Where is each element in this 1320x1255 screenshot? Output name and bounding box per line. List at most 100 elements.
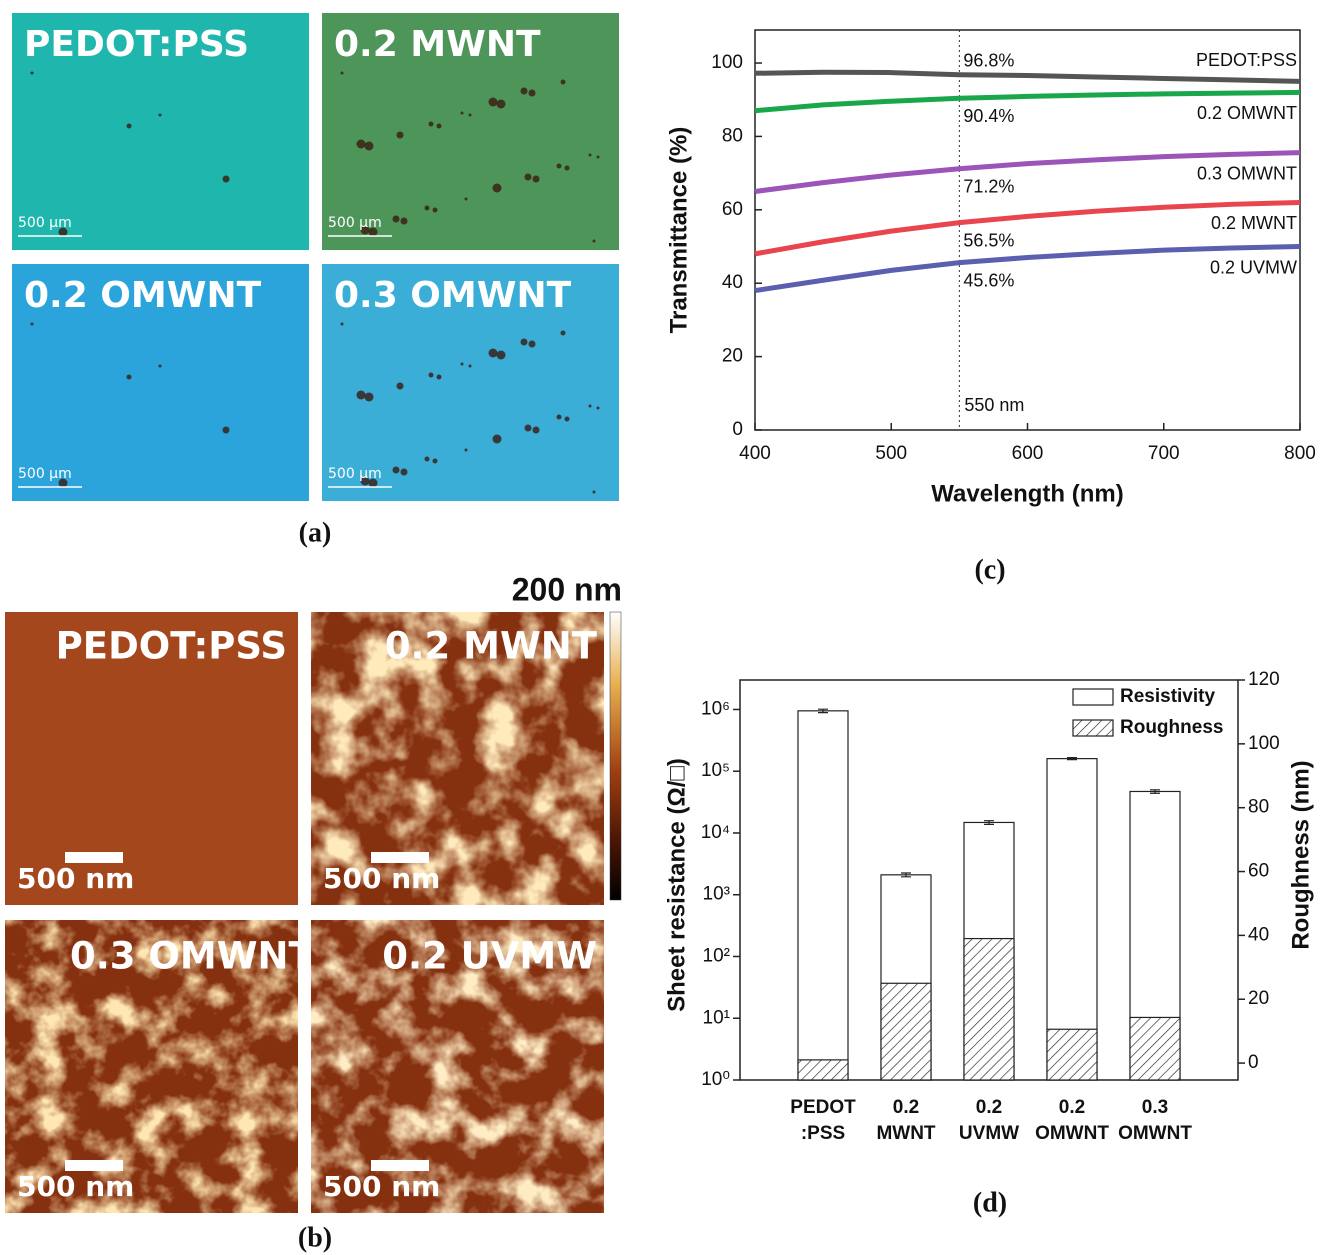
y-axis-label: Transmittance (%)	[665, 127, 692, 334]
y-tick-label: 10³	[703, 884, 730, 905]
defect-spot	[533, 427, 540, 434]
y2-tick-label: 40	[1248, 924, 1269, 945]
defect-spot	[469, 365, 472, 368]
x-tick-label: 600	[1012, 443, 1044, 464]
defect-spot	[31, 323, 34, 326]
y-tick-label: 10⁰	[701, 1069, 730, 1090]
value-annotation: 90.4%	[963, 106, 1014, 126]
defect-spot	[429, 122, 434, 127]
image-title: 0.2 MWNT	[334, 24, 541, 65]
defect-spot	[357, 140, 366, 149]
defect-spot	[429, 373, 434, 378]
value-annotation: 96.8%	[963, 51, 1014, 71]
defect-spot	[223, 427, 230, 434]
scale-label: 500 μm	[18, 215, 72, 231]
panel-label: (d)	[973, 1187, 1007, 1218]
defect-spot	[393, 467, 400, 474]
y-tick-label: 80	[722, 125, 743, 146]
y-tick-label: 10⁵	[701, 760, 730, 781]
defect-spot	[497, 100, 506, 109]
defect-spot	[127, 375, 132, 380]
defect-spot	[489, 349, 498, 358]
defect-spot	[461, 363, 464, 366]
bar	[1047, 1029, 1097, 1080]
colorbar	[610, 612, 621, 900]
defect-spot	[341, 72, 344, 75]
value-annotation: 56.5%	[963, 230, 1014, 250]
defect-spot	[425, 206, 430, 211]
y2-axis-label: Roughness (nm)	[1287, 760, 1314, 949]
legend-swatch	[1073, 720, 1113, 736]
image-title: 0.3 OMWNT	[70, 935, 314, 978]
scale-label: 500 nm	[17, 862, 134, 895]
bar	[964, 939, 1014, 1080]
x-tick-label: 400	[739, 443, 771, 464]
bar	[881, 983, 931, 1080]
defect-spot	[31, 72, 34, 75]
x-tick-label: 500	[875, 443, 907, 464]
defect-spot	[521, 339, 528, 346]
y2-tick-label: 100	[1248, 733, 1280, 754]
defect-spot	[561, 80, 566, 85]
defect-spot	[589, 154, 592, 157]
defect-spot	[461, 112, 464, 115]
x-tick-label: 800	[1284, 443, 1316, 464]
defect-spot	[529, 90, 536, 97]
y-tick-label: 20	[722, 346, 743, 367]
defect-spot	[401, 469, 408, 476]
defect-spot	[565, 166, 570, 171]
defect-spot	[159, 365, 162, 368]
defect-spot	[393, 216, 400, 223]
panel-label: (b)	[298, 1222, 332, 1253]
series-label: 0.3 OMWNT	[1197, 163, 1297, 183]
defect-spot	[493, 435, 502, 444]
series-label: 0.2 UVMW	[1210, 257, 1297, 277]
y-tick-label: 10²	[703, 946, 730, 967]
y-tick-label: 10⁴	[701, 822, 730, 843]
y-tick-label: 60	[722, 199, 743, 220]
bar	[798, 1060, 848, 1080]
defect-spot	[401, 218, 408, 225]
y-axis-label: Sheet resistance (Ω/□)	[663, 758, 690, 1012]
defect-spot	[597, 156, 600, 159]
defect-spot	[465, 198, 468, 201]
defect-spot	[437, 375, 442, 380]
defect-spot	[557, 415, 562, 420]
bar	[1130, 1017, 1180, 1080]
panel-label: (a)	[299, 517, 332, 548]
defect-spot	[493, 184, 502, 193]
defect-spot	[223, 176, 230, 183]
y-tick-label: 10¹	[703, 1007, 730, 1028]
y2-tick-label: 60	[1248, 861, 1269, 882]
defect-spot	[159, 114, 162, 117]
defect-spot	[489, 98, 498, 107]
image-title: 0.2 MWNT	[385, 625, 598, 668]
defect-spot	[465, 449, 468, 452]
y-tick-label: 10⁶	[701, 698, 730, 719]
defect-spot	[561, 331, 566, 336]
y-tick-label: 100	[711, 52, 743, 73]
defect-spot	[593, 491, 596, 494]
defect-spot	[557, 164, 562, 169]
defect-spot	[433, 208, 438, 213]
legend-label: Roughness	[1120, 717, 1223, 738]
value-annotation: 45.6%	[963, 270, 1014, 290]
series-label: 0.2 OMWNT	[1197, 103, 1297, 123]
bar	[798, 711, 848, 1080]
scale-label: 500 nm	[17, 1170, 134, 1203]
scale-label: 500 μm	[328, 466, 382, 482]
defect-spot	[533, 176, 540, 183]
defect-spot	[397, 383, 404, 390]
legend-swatch	[1073, 689, 1113, 705]
x-tick-label: 0.2UVMW	[959, 1097, 1019, 1144]
panel-label: (c)	[974, 554, 1005, 585]
defect-spot	[469, 114, 472, 117]
defect-spot	[525, 174, 532, 181]
defect-spot	[397, 132, 404, 139]
y2-tick-label: 0	[1248, 1052, 1259, 1073]
defect-spot	[521, 88, 528, 95]
defect-spot	[357, 391, 366, 400]
defect-spot	[433, 459, 438, 464]
